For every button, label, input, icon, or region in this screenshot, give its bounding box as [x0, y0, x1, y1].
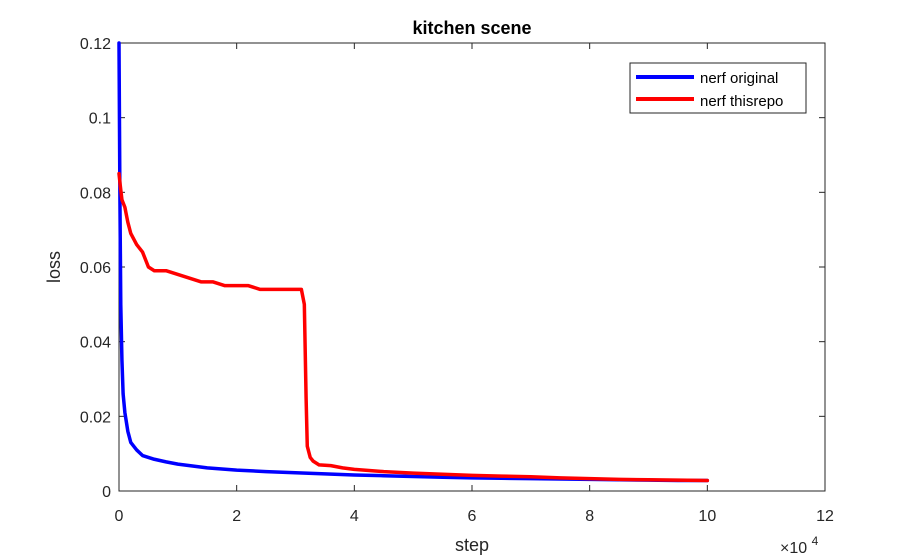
- y-tick-label: 0: [102, 484, 111, 501]
- y-tick-label: 0.04: [80, 335, 111, 352]
- y-tick-label: 0.1: [89, 111, 111, 128]
- x-axis-ticks: 0 2 4 6 8 10 12: [115, 43, 834, 525]
- legend-label-nerf-original: nerf original: [700, 70, 778, 87]
- x-axis-label: step: [455, 535, 489, 555]
- chart-title: kitchen scene: [412, 18, 531, 38]
- x-tick-label: 6: [468, 508, 477, 525]
- x-axis-exponent: ×10 4: [780, 534, 819, 557]
- x-tick-label: 4: [350, 508, 359, 525]
- y-tick-label: 0.06: [80, 260, 111, 277]
- y-axis-ticks: 0 0.02 0.04 0.06 0.08 0.1 0.12: [80, 36, 825, 501]
- legend: nerf original nerf thisrepo: [629, 62, 807, 114]
- x-tick-label: 10: [698, 508, 716, 525]
- series-layer: [117, 41, 710, 483]
- y-axis-label: loss: [44, 251, 64, 283]
- x-tick-label: 8: [585, 508, 594, 525]
- x-tick-label: 2: [232, 508, 241, 525]
- y-tick-label: 0.12: [80, 36, 111, 53]
- x-exponent-base: ×10: [780, 540, 807, 557]
- x-exponent-power: 4: [812, 534, 819, 548]
- legend-label-nerf-thisrepo: nerf thisrepo: [700, 93, 783, 110]
- series-line-nerf-thisrepo: [117, 171, 710, 483]
- y-tick-label: 0.02: [80, 409, 111, 426]
- legend-box: [629, 62, 807, 114]
- y-tick-label: 0.08: [80, 185, 111, 202]
- x-tick-label: 0: [115, 508, 124, 525]
- x-tick-label: 12: [816, 508, 834, 525]
- plot-area: [118, 42, 826, 492]
